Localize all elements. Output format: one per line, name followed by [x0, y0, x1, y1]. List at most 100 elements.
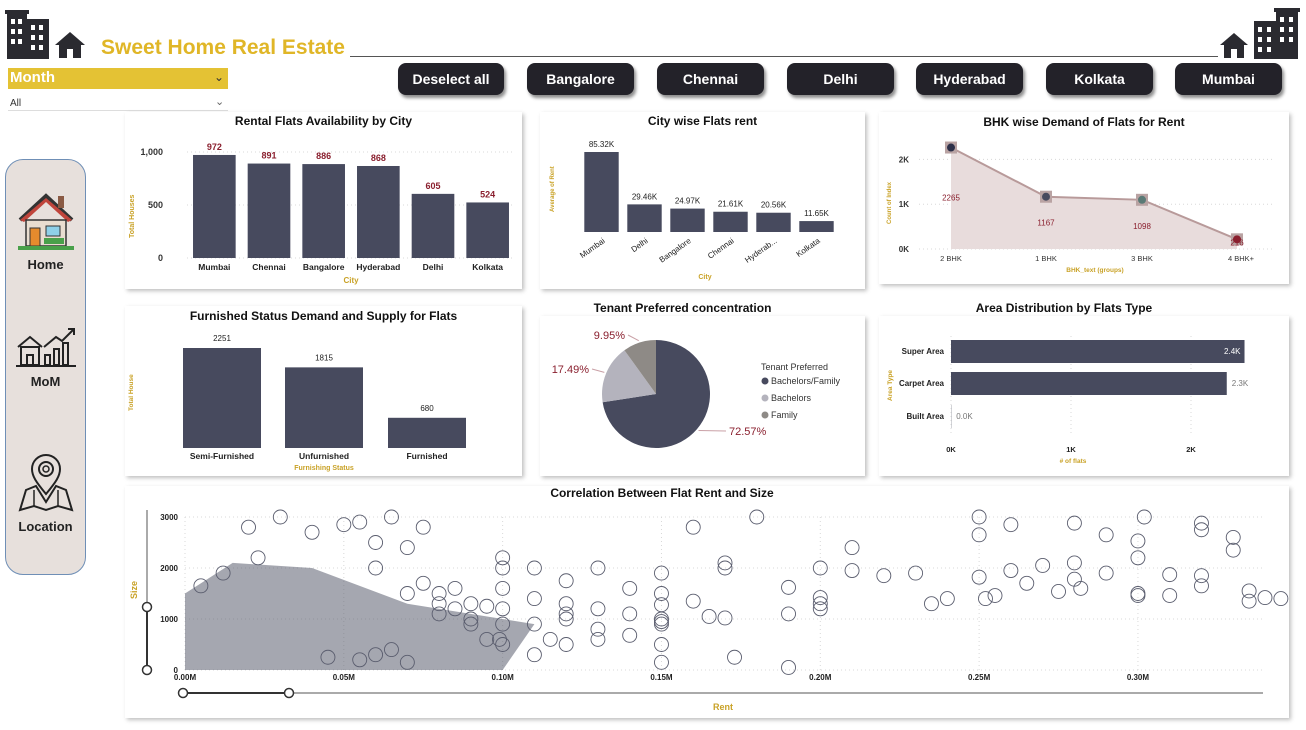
city-button-hyderabad[interactable]: Hyderabad — [916, 63, 1023, 95]
data-point — [1257, 590, 1273, 606]
x-tick-label: 2 BHK — [940, 254, 962, 263]
x-tick-label: Delhi — [423, 262, 444, 272]
x-tick-label: 1 BHK — [1035, 254, 1057, 263]
bar — [951, 372, 1227, 395]
y-tick-label: 1,000 — [140, 147, 163, 157]
chart-title: Area Distribution by Flats Type — [975, 301, 1153, 315]
data-point — [622, 580, 638, 596]
data-point — [1073, 580, 1089, 596]
y-tick-label: 2K — [899, 155, 909, 164]
city-button-delhi[interactable]: Delhi — [787, 63, 894, 95]
area-hbar-chart: 0K 1K 2K Super Area 2.4K Carpet Area 2.3K Built… — [887, 336, 1249, 465]
bar — [285, 367, 363, 448]
data-point — [1162, 588, 1178, 603]
data-point — [368, 647, 384, 663]
data-point — [1194, 568, 1209, 584]
data-point — [336, 517, 352, 533]
city-button-bangalore[interactable]: Bangalore — [527, 63, 634, 95]
city-button-chennai[interactable]: Chennai — [657, 63, 764, 95]
data-point — [558, 606, 574, 622]
chevron-down-icon[interactable]: ⌄ — [215, 96, 225, 108]
data-point — [654, 637, 669, 652]
data-point — [987, 588, 1003, 603]
data-point — [558, 611, 574, 627]
data-point — [1241, 593, 1257, 609]
leader-line — [698, 429, 727, 432]
x-tick-label: 0.00M — [174, 673, 197, 682]
data-point — [1051, 584, 1066, 599]
data-point — [654, 586, 669, 601]
buildings-logo-right — [1218, 5, 1303, 60]
data-label: 9.95% — [594, 330, 625, 342]
chart-title: Rental Flats Availability by City — [234, 114, 413, 128]
nav-item-mom[interactable]: MoM — [6, 325, 85, 389]
data-point — [1225, 542, 1241, 558]
buildings-logo-left — [5, 5, 95, 60]
data-point — [447, 580, 463, 596]
y-tick-label: Super Area — [902, 347, 945, 356]
data-point — [193, 578, 209, 594]
data-point — [415, 519, 431, 535]
y-tick-label: 0 — [158, 253, 163, 263]
data-point — [542, 631, 558, 647]
nav-item-location[interactable]: Location — [6, 450, 85, 534]
chart-card-rent: City wise Flats rent 85.32K Mumbai 29.46K D… — [540, 112, 865, 289]
data-point — [399, 654, 415, 670]
x-tick-label: Kolkata — [472, 262, 503, 272]
data-point — [844, 563, 860, 579]
data-point — [654, 611, 669, 627]
x-tick-label: 4 BHK+ — [1228, 254, 1255, 263]
data-point — [215, 565, 231, 581]
x-tick-label: Hyderabad — [356, 262, 400, 272]
data-label: 216 — [1230, 238, 1244, 247]
data-point — [1003, 517, 1019, 533]
data-label: 1815 — [315, 353, 333, 362]
data-point — [415, 575, 431, 591]
data-point — [1194, 522, 1209, 538]
y-axis-title: Total House — [128, 374, 135, 411]
chart-card-bhk: BHK wise Demand of Flats for Rent 2K 1K 0K… — [879, 112, 1289, 284]
x-axis-title: # of flats — [1060, 458, 1087, 465]
deselect-all-button[interactable]: Deselect all — [398, 63, 504, 95]
slider-handle — [141, 601, 153, 613]
chevron-down-icon: ⌄ — [213, 70, 224, 84]
rent-bar-chart: 85.32K Mumbai 29.46K Delhi 24.97K Bangalore 21… — [550, 140, 834, 281]
x-tick-label: 1K — [1066, 445, 1076, 454]
x-tick-label: Bangalore — [303, 262, 345, 272]
data-label: 20.56K — [761, 201, 787, 210]
tenant-pie-chart: 72.57% 17.49% 9.95% Tenant Preferred Bachelo… — [552, 330, 841, 448]
x-axis-title: City — [698, 274, 711, 281]
x-tick-label: Chennai — [252, 262, 286, 272]
x-tick-label: Bangalore — [658, 236, 693, 265]
month-slicer-underline — [8, 110, 228, 111]
city-button-kolkata[interactable]: Kolkata — [1046, 63, 1153, 95]
legend-entry: Family — [771, 410, 798, 420]
data-point — [558, 596, 574, 612]
x-tick-label: 0K — [946, 445, 956, 454]
y-axis-title: Area Type — [887, 370, 894, 401]
bar — [627, 204, 662, 232]
data-point — [590, 631, 606, 647]
x-tick-label: 0.20M — [809, 673, 832, 682]
nav-item-home[interactable]: Home — [6, 190, 85, 272]
chart-card-tenant: 72.57% 17.49% 9.95% Tenant Preferred Bachelo… — [540, 316, 865, 476]
dense-cluster — [185, 562, 535, 670]
bar — [713, 211, 748, 232]
month-slicer-value[interactable]: All — [10, 98, 22, 109]
data-point — [1241, 583, 1257, 599]
data-point — [495, 580, 511, 596]
data-point — [526, 616, 542, 632]
availability-bar-chart: 1,000 500 0 972 Mumbai 891 Chennai 886 Bangalore… — [129, 142, 515, 285]
y-tick-label: 2000 — [160, 564, 178, 573]
y-tick-label: Carpet Area — [899, 379, 945, 388]
map-pin-icon — [18, 454, 73, 512]
city-button-mumbai[interactable]: Mumbai — [1175, 63, 1282, 95]
data-point — [971, 569, 987, 585]
legend-marker — [761, 394, 769, 402]
data-point — [431, 586, 447, 601]
data-point — [352, 652, 368, 668]
series-line — [950, 146, 1238, 241]
data-point — [971, 527, 987, 543]
nav-item-label: Location — [18, 519, 73, 534]
month-dropdown[interactable]: Month ⌄ — [8, 68, 228, 89]
